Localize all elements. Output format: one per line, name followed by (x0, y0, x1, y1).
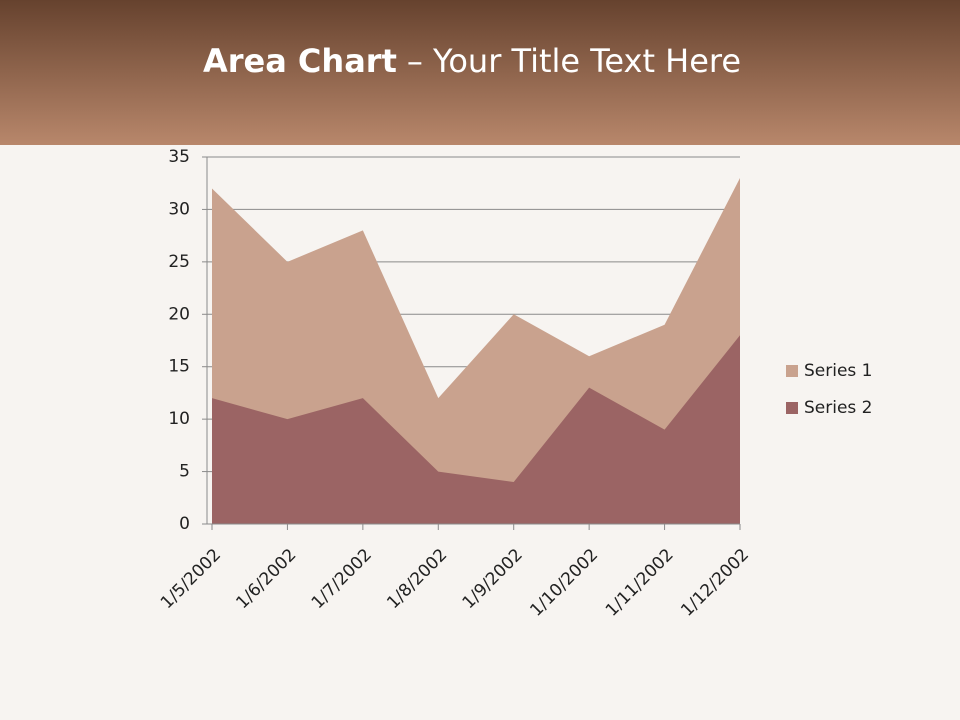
y-tick-label: 20 (168, 304, 190, 324)
slide-title: Area Chart – Your Title Text Here (203, 42, 741, 80)
y-tick-label: 30 (168, 199, 190, 219)
area (212, 335, 740, 524)
legend-label: Series 2 (804, 398, 873, 418)
y-tick-label: 10 (168, 409, 190, 429)
y-tick-label: 5 (179, 462, 190, 482)
legend-swatch (786, 365, 798, 377)
title-bold: Area Chart (203, 42, 397, 80)
y-tick-label: 35 (168, 147, 190, 167)
legend-swatch (786, 402, 798, 414)
y-tick-label: 0 (179, 514, 190, 534)
title-rest: – Your Title Text Here (407, 42, 741, 80)
y-tick-label: 25 (168, 252, 190, 272)
y-tick-label: 15 (168, 357, 190, 377)
legend-label: Series 1 (804, 361, 873, 381)
header-band (0, 0, 960, 145)
